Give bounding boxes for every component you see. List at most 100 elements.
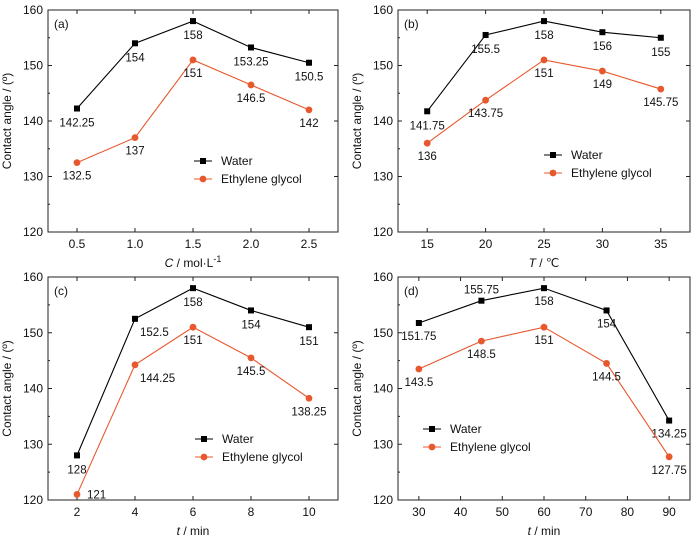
water-point	[415, 319, 422, 326]
glycol-point	[131, 361, 139, 369]
water-point	[74, 452, 80, 459]
x-tick-label: 60	[537, 505, 551, 519]
water-point	[190, 18, 196, 25]
panel-label: (c)	[54, 284, 68, 298]
x-tick-label: 6	[190, 505, 197, 519]
x-axis-label: C / mol·L-1	[165, 254, 222, 270]
x-tick-label: 20	[479, 237, 493, 251]
glycol-data-label: 121	[87, 489, 106, 501]
water-data-label: 151.75	[401, 331, 436, 343]
water-data-label: 156	[593, 41, 612, 53]
chart-panel-3: 120 130 140 150 160 2 4 6 8 10 Contact angle / (º)…	[0, 270, 339, 538]
y-tick-label: 120	[373, 493, 393, 507]
y-tick-label: 140	[23, 114, 43, 128]
water-data-label: 141.75	[410, 120, 445, 132]
glycol-data-label: 149	[593, 79, 612, 91]
panel-label: (a)	[54, 17, 69, 31]
x-tick-label: 30	[412, 505, 426, 519]
glycol-data-label: 146.5	[237, 93, 266, 105]
water-point	[603, 307, 610, 314]
x-tick-label: 2	[74, 505, 81, 519]
glycol-point	[305, 394, 313, 402]
glycol-data-label: 151	[534, 68, 553, 80]
glycol-data-label: 145.75	[643, 97, 678, 109]
water-point	[599, 29, 606, 36]
x-tick-label: 30	[596, 237, 610, 251]
water-data-label: 155	[651, 47, 670, 59]
x-axis-label: t / min	[528, 524, 561, 538]
glycol-data-label: 143.75	[468, 108, 503, 120]
chart-panel-1: 120 130 140 150 160 0.5 1.0 1.5 2.0 2.5 Contact an…	[0, 3, 339, 270]
x-tick-label: 15	[421, 237, 435, 251]
legend-water-marker	[201, 436, 207, 442]
glycol-data-label: 142	[299, 118, 318, 130]
glycol-point	[657, 85, 665, 93]
glycol-point	[540, 56, 548, 64]
water-point	[306, 324, 312, 331]
glycol-point	[189, 323, 197, 331]
x-tick-label: 50	[496, 505, 510, 519]
x-tick-label: 80	[621, 505, 635, 519]
y-tick-label: 120	[23, 225, 43, 239]
water-point	[248, 44, 254, 51]
water-point	[541, 18, 547, 25]
panel-label: (b)	[404, 17, 419, 31]
legend-glycol-marker	[549, 169, 557, 177]
x-tick-label: 35	[654, 237, 668, 251]
glycol-point	[305, 106, 313, 114]
water-data-label: 134.25	[652, 429, 687, 441]
x-tick-label: 1.0	[127, 237, 144, 251]
water-data-label: 155.75	[464, 285, 499, 297]
water-point	[132, 40, 138, 47]
glycol-point	[478, 337, 485, 345]
water-data-label: 158	[534, 30, 553, 42]
y-tick-label: 130	[23, 170, 43, 184]
water-data-label: 154	[241, 319, 261, 331]
glycol-point	[665, 453, 673, 461]
y-tick-label: 130	[23, 437, 43, 451]
x-tick-label: 0.5	[69, 237, 86, 251]
plot-frame	[397, 276, 691, 501]
y-tick-label: 130	[373, 170, 393, 184]
glycol-point	[189, 56, 197, 64]
y-tick-label: 160	[23, 3, 43, 17]
x-tick-label: 2.0	[243, 237, 260, 251]
water-point	[424, 108, 431, 115]
legend-glycol-label: Ethylene glycol	[571, 166, 652, 180]
water-point	[657, 34, 664, 41]
legend-glycol-label: Ethylene glycol	[221, 172, 302, 186]
x-axis-label: t / min	[177, 524, 210, 538]
y-tick-label: 150	[23, 59, 43, 73]
glycol-point	[599, 67, 606, 75]
y-tick-label: 140	[23, 382, 43, 396]
glycol-data-label: 148.5	[467, 349, 496, 361]
glycol-data-label: 151	[534, 335, 553, 347]
water-point	[482, 31, 489, 38]
legend-water-label: Water	[571, 148, 603, 162]
chart-panel-2: 120 130 140 150 160 15 20 25 30 35 Contact angle /…	[350, 3, 691, 270]
y-tick-label: 140	[373, 382, 393, 396]
y-axis-label: Contact angle / (º)	[0, 340, 14, 436]
y-tick-label: 160	[23, 270, 43, 284]
glycol-data-label: 143.5	[404, 377, 433, 389]
water-point	[306, 59, 312, 66]
glycol-point	[482, 96, 489, 104]
glycol-point	[73, 159, 81, 167]
legend-glycol-marker	[199, 175, 207, 183]
x-tick-label: 4	[132, 505, 139, 519]
y-tick-label: 120	[23, 493, 43, 507]
glycol-point	[73, 491, 81, 498]
legend-water-label: Water	[221, 154, 253, 168]
y-tick-label: 130	[373, 437, 393, 451]
water-point	[541, 285, 547, 292]
legend-water-marker	[550, 152, 556, 158]
glycol-data-label: 127.75	[652, 465, 687, 477]
water-data-label: 150.5	[295, 72, 324, 84]
water-data-label: 154	[597, 318, 617, 330]
glycol-point	[247, 81, 255, 89]
water-point	[132, 315, 138, 322]
water-data-label: 153.25	[233, 56, 268, 68]
water-data-label: 158	[183, 297, 202, 309]
water-data-label: 142.25	[59, 118, 94, 130]
x-axis-label: T / ℃	[529, 256, 560, 270]
